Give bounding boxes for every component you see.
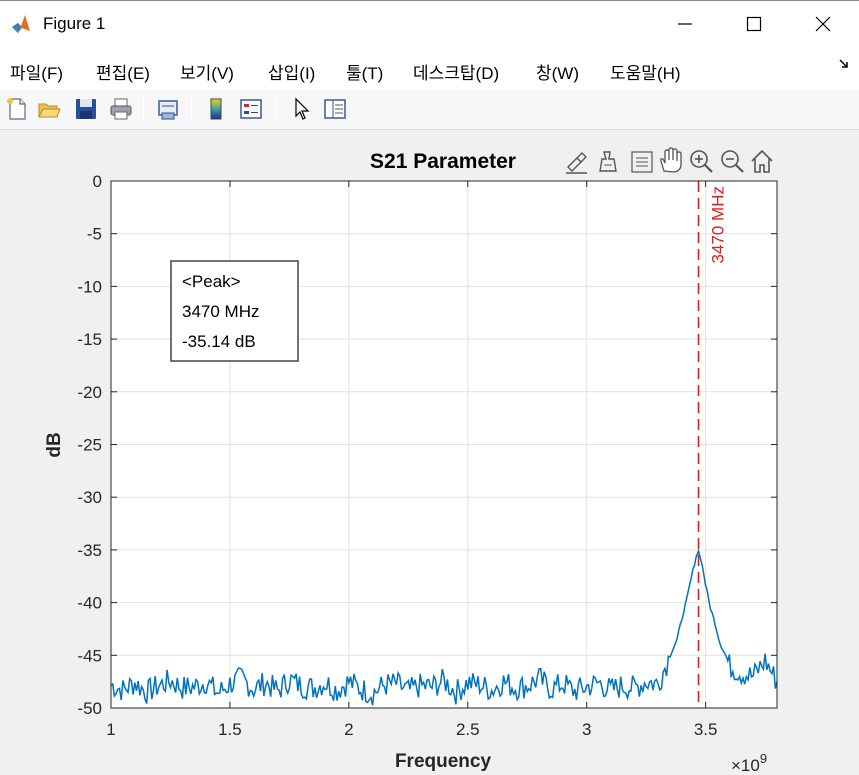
y-tick-label: -20: [77, 383, 102, 402]
maximize-button[interactable]: [720, 1, 788, 47]
axis-ticks: 1 1.5 2 2.5 3 3.5 0 -5 -10 -15 -20 -25 -30 -35 -40 -45 -…: [77, 172, 777, 739]
pan-icon[interactable]: [660, 147, 682, 173]
x-tick-label: 2.5: [456, 720, 480, 739]
toolbar-separator: [276, 96, 277, 124]
y-tick-label: 0: [93, 172, 102, 191]
x-tick-label: 3: [582, 720, 591, 739]
y-axis-label: dB: [44, 432, 65, 457]
y-tick-label: -5: [87, 225, 102, 244]
menu-file[interactable]: 파일(F): [10, 64, 63, 83]
x-exponent: ×109: [731, 751, 767, 775]
new-figure-icon[interactable]: [4, 96, 30, 122]
y-tick-label: -45: [77, 646, 102, 665]
edit-plot-pointer-icon[interactable]: [289, 96, 315, 122]
zoom-out-icon[interactable]: [721, 150, 744, 173]
close-button[interactable]: [789, 1, 857, 47]
menu-window[interactable]: 창(W): [536, 64, 580, 83]
annotation-line-2: 3470 MHz: [182, 302, 259, 321]
insert-legend-icon[interactable]: [238, 96, 264, 122]
toolbar-separator: [191, 96, 192, 124]
chevron-down-icon[interactable]: [838, 58, 850, 70]
menu-edit[interactable]: 편집(E): [96, 64, 150, 83]
x-tick-label: 1.5: [218, 720, 242, 739]
plot-svg: 3470 MHz 1 1.5 2 2.5 3 3.5 0 -5 -10 -15 -20 -25 -30 -…: [44, 147, 778, 775]
y-tick-label: -30: [77, 488, 102, 507]
x-tick-label: 2: [344, 720, 353, 739]
maximize-icon: [746, 16, 762, 32]
marker-label: 3470 MHz: [709, 186, 728, 263]
hand-pan-icon[interactable]: [631, 151, 653, 173]
menu-insert[interactable]: 삽입(I): [268, 64, 316, 83]
y-tick-label: -40: [77, 594, 102, 613]
x-tick-label: 1: [106, 720, 115, 739]
x-tick-label: 3.5: [694, 720, 718, 739]
window-title: Figure 1: [43, 14, 106, 33]
datatip-icon[interactable]: [599, 151, 617, 172]
print-icon[interactable]: [108, 96, 134, 122]
chart-title: S21 Parameter: [370, 150, 516, 173]
insert-colorbar-icon[interactable]: [203, 96, 229, 122]
zoom-in-icon[interactable]: [690, 150, 713, 173]
save-icon[interactable]: [73, 96, 99, 122]
figure-toolbar: [0, 90, 859, 130]
menu-view[interactable]: 보기(V): [180, 64, 234, 83]
figure-canvas[interactable]: 3470 MHz 1 1.5 2 2.5 3 3.5 0 -5 -10 -15 -20 -25 -30 -…: [0, 131, 859, 775]
matlab-logo-icon: [10, 13, 32, 35]
menu-help[interactable]: 도움말(H): [610, 64, 681, 83]
close-icon: [815, 16, 831, 32]
peak-annotation[interactable]: <Peak> 3470 MHz -35.14 dB: [170, 260, 299, 362]
axes-toolbar: [566, 147, 773, 174]
y-tick-label: -50: [77, 699, 102, 718]
x-axis-label: Frequency: [395, 751, 492, 772]
home-icon[interactable]: [751, 149, 773, 173]
s21-line: [110, 548, 778, 706]
annotation-line-1: <Peak>: [182, 272, 241, 291]
s21-series: [110, 548, 778, 706]
property-inspector-icon[interactable]: [322, 96, 348, 122]
window-title-bar: Figure 1: [0, 0, 859, 48]
y-tick-label: -25: [77, 436, 102, 455]
link-plot-icon[interactable]: [155, 96, 181, 122]
brush-icon[interactable]: [566, 152, 587, 174]
frequency-marker: 3470 MHz: [697, 181, 728, 708]
minimize-icon: [678, 23, 692, 25]
y-tick-label: -35: [77, 541, 102, 560]
y-tick-label: -10: [77, 277, 102, 296]
menu-tools[interactable]: 툴(T): [346, 64, 384, 83]
y-tick-label: -15: [77, 330, 102, 349]
annotation-line-3: -35.14 dB: [182, 332, 256, 351]
open-file-icon[interactable]: [36, 96, 62, 122]
menu-bar: 파일(F) 편집(E) 보기(V) 삽입(I) 툴(T) 데스크탑(D) 창(W…: [0, 48, 859, 90]
toolbar-separator: [143, 96, 144, 124]
menu-desktop[interactable]: 데스크탑(D): [413, 64, 500, 83]
minimize-button[interactable]: [651, 1, 719, 47]
